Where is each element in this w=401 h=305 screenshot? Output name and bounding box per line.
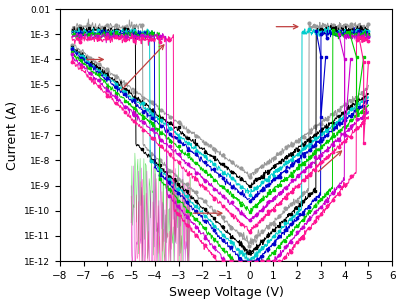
X-axis label: Sweep Voltage (V): Sweep Voltage (V): [168, 286, 284, 300]
Y-axis label: Current (A): Current (A): [6, 101, 18, 170]
